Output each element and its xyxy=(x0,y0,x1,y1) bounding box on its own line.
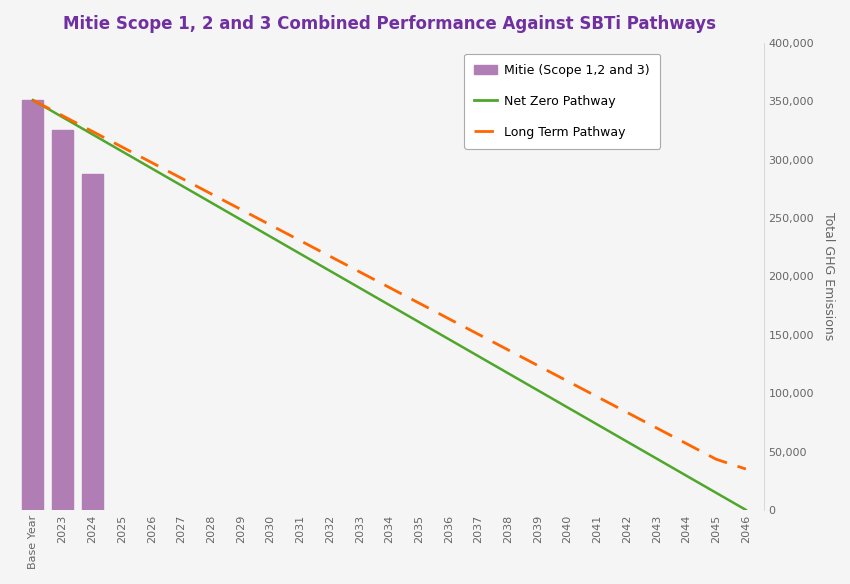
Bar xyxy=(52,130,73,510)
Title: Mitie Scope 1, 2 and 3 Combined Performance Against SBTi Pathways: Mitie Scope 1, 2 and 3 Combined Performa… xyxy=(63,15,716,33)
Y-axis label: Total GHG Emissions: Total GHG Emissions xyxy=(822,212,835,340)
Bar xyxy=(82,173,103,510)
Legend: Mitie (Scope 1,2 and 3), , Net Zero Pathway, , Long Term Pathway: Mitie (Scope 1,2 and 3), , Net Zero Path… xyxy=(464,54,660,149)
Bar xyxy=(22,100,43,510)
